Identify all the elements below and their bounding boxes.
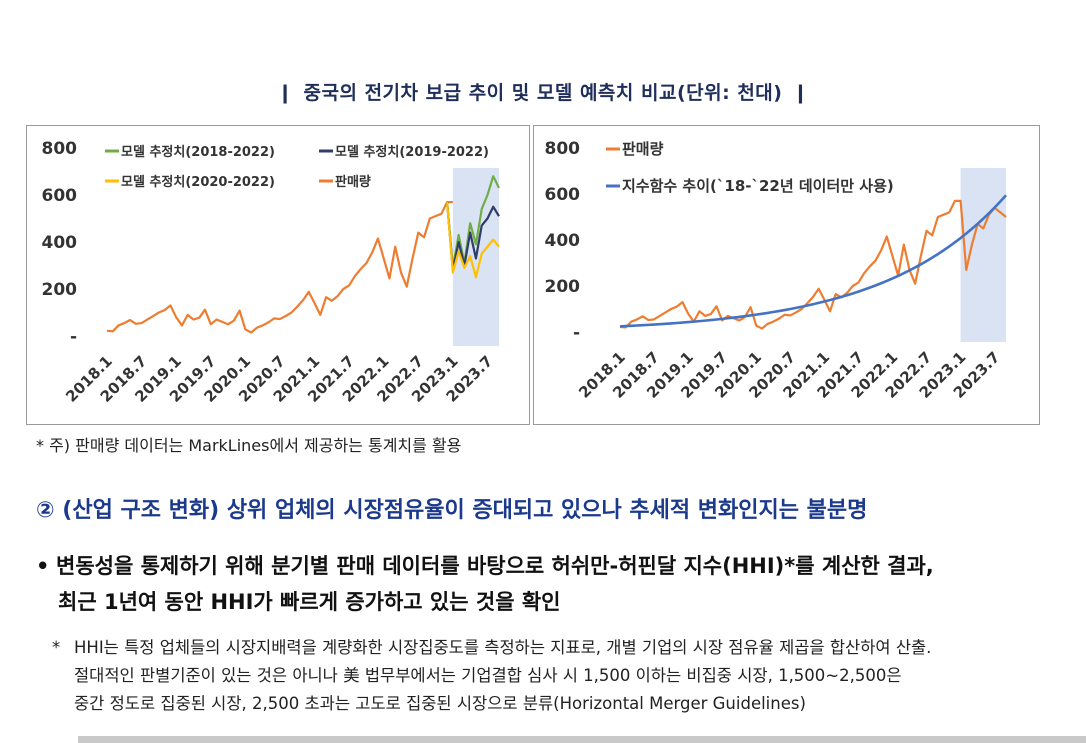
legend-label: 판매량 xyxy=(622,140,664,158)
series-line-판매량 xyxy=(106,200,453,334)
bullet-line-2: 최근 1년여 동안 HHI가 빠르게 증가하고 있는 것을 확인 xyxy=(58,590,561,614)
y-tick-label: 200 xyxy=(42,280,78,300)
title-marker-left: ❙ xyxy=(277,82,294,104)
series-line-지수함수 추이(`18-`22년 데이터만 사용) xyxy=(619,194,1007,328)
y-tick-label: 400 xyxy=(42,233,78,253)
chart-right: -2004006008002018.12018.72019.12019.7202… xyxy=(545,139,1007,402)
y-tick-label: 800 xyxy=(42,139,78,159)
y-tick-label: - xyxy=(573,323,580,343)
section-heading: ② (산업 구조 변화) 상위 업체의 시장점유율이 증대되고 있으나 추세적 … xyxy=(36,498,868,523)
y-tick-label: - xyxy=(70,327,77,347)
title-text: 중국의 전기차 보급 추이 및 모델 예측치 비교(단위: 천대) xyxy=(303,82,783,104)
legend-label: 모델 추정치(2018-2022) xyxy=(121,144,275,160)
chart-left: -2004006008002018.12018.72019.12019.7202… xyxy=(42,139,500,406)
legend-label: 모델 추정치(2020-2022) xyxy=(121,174,275,190)
horizontal-scrollbar[interactable] xyxy=(78,736,1086,743)
legend-label: 지수함수 추이(`18-`22년 데이터만 사용) xyxy=(622,177,894,195)
page-title: ❙ 중국의 전기차 보급 추이 및 모델 예측치 비교(단위: 천대) ❙ xyxy=(0,78,1086,105)
legend-label: 모델 추정치(2019-2022) xyxy=(335,144,489,160)
series-line-모델 추정치(2019-2022) xyxy=(446,201,500,272)
chart-panel-left: -200 400 600 800 2018.1 2018.7 2019.1 2019.7 202… xyxy=(26,125,530,425)
y-tick-label: 600 xyxy=(42,186,78,206)
y-tick-label: 400 xyxy=(545,231,581,251)
note-star: * xyxy=(52,638,61,657)
series-line-판매량 xyxy=(619,199,1007,330)
bullet-line-1: 변동성을 통제하기 위해 분기별 판매 데이터를 바탕으로 허쉬만-허핀달 지수… xyxy=(56,554,934,578)
y-tick-label: 600 xyxy=(545,185,581,205)
chart-panel-right: -200 400 600 800 2018.1 2018.7 2019.1 2019.7 202… xyxy=(533,125,1040,425)
forecast-highlight-region xyxy=(960,168,1006,342)
legend-label: 판매량 xyxy=(335,174,371,190)
series-line-모델 추정치(2020-2022) xyxy=(446,201,500,279)
y-tick-label: 800 xyxy=(545,139,581,159)
hhi-note: * HHI는 특정 업체들의 시장지배력을 계량화한 시장집중도를 측정하는 지표… xyxy=(52,634,1062,718)
note-line-3: 중간 정도로 집중된 시장, 2,500 초과는 고도로 집중된 시장으로 분류… xyxy=(74,694,806,713)
bullet-mark: • xyxy=(36,554,50,578)
y-tick-label: 200 xyxy=(545,277,581,297)
source-footnote: * 주) 판매량 데이터는 MarkLines에서 제공하는 통계치를 활용 xyxy=(36,436,462,455)
title-marker-right: ❙ xyxy=(792,82,809,104)
bullet-paragraph: • 변동성을 통제하기 위해 분기별 판매 데이터를 바탕으로 허쉬만-허핀달 지… xyxy=(36,548,1066,620)
note-line-1: HHI는 특정 업체들의 시장지배력을 계량화한 시장집중도를 측정하는 지표로… xyxy=(74,638,932,657)
note-line-2: 절대적인 판별기준이 있는 것은 아니나 美 법무부에서는 기업결합 심사 시 … xyxy=(74,666,902,685)
